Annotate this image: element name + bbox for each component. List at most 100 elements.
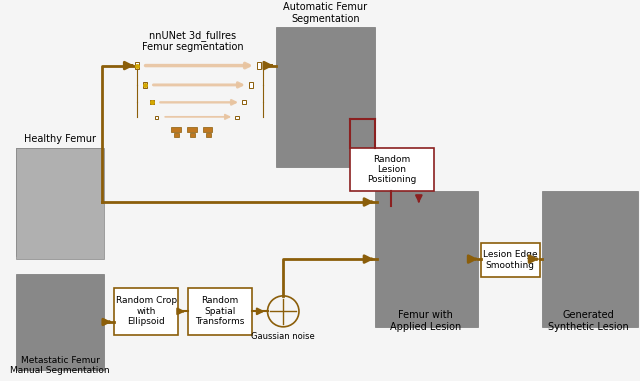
Bar — [16, 258, 104, 259]
Text: Femur with
Applied Lesion: Femur with Applied Lesion — [390, 310, 461, 331]
FancyBboxPatch shape — [114, 288, 178, 335]
Bar — [16, 186, 104, 187]
FancyBboxPatch shape — [374, 191, 478, 327]
Bar — [16, 195, 104, 196]
Bar — [16, 171, 104, 172]
Bar — [16, 196, 104, 197]
FancyBboxPatch shape — [154, 116, 159, 119]
FancyBboxPatch shape — [16, 148, 102, 256]
Bar — [16, 245, 104, 247]
FancyBboxPatch shape — [541, 191, 638, 327]
FancyBboxPatch shape — [188, 288, 252, 335]
Bar — [16, 224, 104, 225]
FancyBboxPatch shape — [203, 126, 212, 132]
Bar — [16, 209, 104, 210]
Bar — [16, 212, 104, 213]
Bar — [16, 208, 104, 209]
Bar — [16, 162, 104, 163]
Bar — [16, 191, 104, 192]
Bar — [16, 234, 104, 235]
FancyBboxPatch shape — [135, 62, 139, 69]
Bar — [16, 238, 104, 239]
Bar — [16, 226, 104, 227]
FancyBboxPatch shape — [205, 133, 211, 137]
Bar — [16, 220, 104, 221]
Bar — [16, 192, 104, 193]
Bar — [16, 239, 104, 240]
Bar — [16, 233, 104, 234]
Bar — [16, 200, 104, 201]
Bar — [16, 207, 104, 208]
Bar — [16, 232, 104, 233]
Bar — [16, 170, 104, 171]
Bar — [16, 241, 104, 242]
Bar — [16, 236, 104, 237]
Bar — [16, 225, 104, 226]
FancyBboxPatch shape — [481, 243, 540, 277]
Bar — [16, 159, 104, 160]
Bar — [16, 218, 104, 219]
Bar — [16, 247, 104, 248]
Bar — [16, 242, 104, 243]
Bar — [16, 203, 104, 204]
Text: Automatic Femur
Segmentation: Automatic Femur Segmentation — [284, 2, 367, 24]
Bar — [16, 252, 104, 253]
FancyBboxPatch shape — [276, 27, 374, 167]
FancyBboxPatch shape — [350, 148, 433, 191]
Text: nnUNet 3d_fullres
Femur segmentation: nnUNet 3d_fullres Femur segmentation — [142, 30, 244, 52]
Bar — [16, 235, 104, 236]
Text: Healthy Femur: Healthy Femur — [24, 134, 96, 144]
Bar — [16, 154, 104, 155]
FancyBboxPatch shape — [172, 126, 181, 132]
Bar — [16, 157, 104, 158]
Bar — [16, 213, 104, 214]
Bar — [16, 202, 104, 203]
Bar — [16, 160, 104, 162]
Bar — [16, 216, 104, 218]
Bar — [16, 205, 104, 206]
Bar — [16, 254, 104, 255]
Bar — [16, 215, 104, 216]
Text: Random Crop
with
Ellipsoid: Random Crop with Ellipsoid — [116, 296, 177, 326]
Bar — [16, 149, 104, 150]
Bar — [16, 250, 104, 251]
Bar — [16, 158, 104, 159]
Bar — [16, 189, 104, 190]
FancyBboxPatch shape — [16, 274, 104, 370]
Bar — [16, 168, 104, 169]
Bar — [16, 243, 104, 245]
Bar — [16, 210, 104, 211]
Bar — [16, 178, 104, 179]
FancyBboxPatch shape — [249, 82, 253, 88]
Bar — [16, 175, 104, 176]
FancyBboxPatch shape — [143, 82, 147, 88]
FancyBboxPatch shape — [190, 133, 195, 137]
Bar — [16, 204, 104, 205]
Bar — [16, 198, 104, 199]
Bar — [16, 228, 104, 229]
Bar — [16, 231, 104, 232]
FancyBboxPatch shape — [174, 133, 179, 137]
FancyBboxPatch shape — [257, 62, 260, 69]
FancyBboxPatch shape — [150, 101, 154, 104]
Bar — [16, 230, 104, 231]
FancyBboxPatch shape — [16, 148, 104, 259]
Text: Gaussian noise: Gaussian noise — [252, 331, 315, 341]
Bar — [16, 190, 104, 191]
Bar — [16, 181, 104, 182]
Bar — [16, 176, 104, 177]
Bar — [16, 153, 104, 154]
Bar — [16, 180, 104, 181]
Bar — [16, 148, 104, 149]
Bar — [16, 229, 104, 230]
Bar — [16, 164, 104, 165]
Bar — [16, 206, 104, 207]
Text: Random
Lesion
Positioning: Random Lesion Positioning — [367, 155, 417, 184]
Bar — [16, 182, 104, 184]
Bar — [16, 167, 104, 168]
Bar — [16, 172, 104, 173]
Text: Metastatic Femur
Manual Segmentation: Metastatic Femur Manual Segmentation — [10, 356, 110, 375]
Bar — [16, 223, 104, 224]
Bar — [16, 194, 104, 195]
Bar — [16, 166, 104, 167]
